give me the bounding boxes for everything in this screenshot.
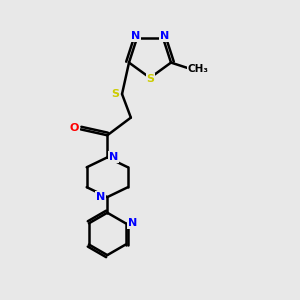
Text: N: N (128, 218, 137, 228)
Text: N: N (109, 152, 119, 162)
Text: N: N (96, 192, 106, 202)
Text: N: N (131, 32, 140, 41)
Text: O: O (70, 123, 79, 133)
Text: CH₃: CH₃ (188, 64, 208, 74)
Text: S: S (112, 89, 119, 99)
Text: N: N (160, 32, 169, 41)
Text: S: S (147, 74, 154, 84)
